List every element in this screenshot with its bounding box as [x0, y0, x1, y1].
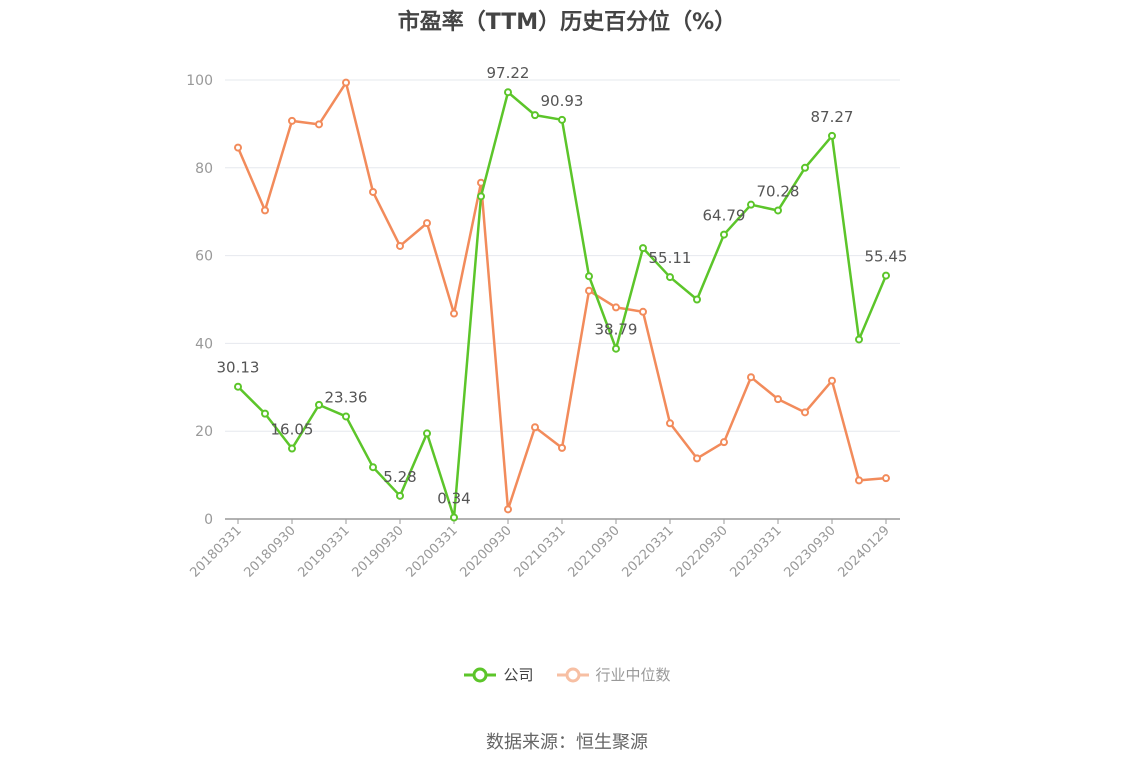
- data-point-company[interactable]: [450, 513, 458, 522]
- data-point-company[interactable]: [693, 295, 701, 304]
- x-tick-label: 20210331: [511, 523, 568, 580]
- x-tick-label: 20180930: [241, 523, 298, 580]
- x-tick-label: 20210930: [565, 523, 622, 580]
- data-point-industry[interactable]: [747, 373, 755, 382]
- chart-title: 市盈率（TTM）历史百分位（%）: [397, 10, 737, 35]
- data-point-industry[interactable]: [531, 423, 539, 432]
- data-label-company: 0.34: [437, 490, 470, 508]
- x-tick-label: 20190331: [295, 523, 352, 580]
- data-point-industry[interactable]: [585, 286, 593, 295]
- x-tick-label: 20200930: [457, 523, 514, 580]
- x-tick-label: 20220930: [673, 523, 730, 580]
- data-label-company: 70.28: [757, 182, 800, 200]
- legend-label-company: 公司: [503, 666, 534, 684]
- axis-layer: 0 20 40 60 80 100 2018033120180930201903312019…: [186, 73, 900, 581]
- data-label-company: 55.45: [865, 248, 908, 266]
- data-point-company[interactable]: [288, 444, 296, 453]
- data-point-company[interactable]: [234, 382, 242, 391]
- data-point-industry[interactable]: [315, 120, 323, 129]
- data-point-company[interactable]: [720, 230, 728, 239]
- y-tick-label: 80: [195, 161, 213, 177]
- data-label-company: 16.05: [271, 421, 314, 439]
- data-label-company: 55.11: [649, 249, 692, 267]
- data-point-company[interactable]: [504, 88, 512, 97]
- data-point-industry[interactable]: [234, 143, 242, 152]
- x-tick-label: 20240129: [835, 523, 892, 580]
- data-point-company[interactable]: [828, 131, 836, 140]
- data-label-company: 23.36: [325, 388, 368, 406]
- data-point-company[interactable]: [882, 271, 890, 280]
- data-point-industry[interactable]: [261, 206, 269, 215]
- data-point-industry[interactable]: [504, 505, 512, 514]
- data-label-company: 64.79: [703, 207, 746, 225]
- data-point-company[interactable]: [855, 335, 863, 344]
- data-point-industry[interactable]: [774, 395, 782, 404]
- data-point-company[interactable]: [774, 206, 782, 215]
- data-point-company[interactable]: [612, 344, 620, 353]
- data-point-industry[interactable]: [558, 443, 566, 452]
- y-tick-label: 0: [204, 512, 213, 528]
- data-point-industry[interactable]: [693, 454, 701, 463]
- x-tick-label: 20200331: [403, 523, 460, 580]
- data-point-industry[interactable]: [450, 309, 458, 318]
- data-point-company[interactable]: [666, 273, 674, 282]
- data-point-company[interactable]: [369, 463, 377, 472]
- legend-item-company[interactable]: 公司: [463, 664, 534, 685]
- data-label-company: 90.93: [541, 92, 584, 110]
- data-point-company[interactable]: [639, 244, 647, 253]
- data-point-industry[interactable]: [423, 219, 431, 228]
- data-point-company[interactable]: [342, 412, 350, 421]
- data-point-industry[interactable]: [882, 474, 890, 483]
- series-line-company: [237, 90, 888, 519]
- legend-company-line-icon: [464, 667, 497, 682]
- data-point-company[interactable]: [477, 192, 485, 201]
- x-tick-label: 20230930: [781, 523, 838, 580]
- data-point-company[interactable]: [396, 491, 404, 500]
- data-point-company[interactable]: [531, 111, 539, 120]
- y-tick-label: 60: [195, 249, 213, 265]
- data-point-industry[interactable]: [828, 376, 836, 385]
- data-point-industry[interactable]: [801, 408, 809, 417]
- x-tick-label: 20230331: [727, 523, 784, 580]
- data-label-company: 87.27: [811, 108, 854, 126]
- series-layer: [234, 78, 890, 522]
- data-point-industry[interactable]: [666, 419, 674, 428]
- data-point-company[interactable]: [585, 272, 593, 281]
- data-label-company: 97.22: [487, 64, 530, 82]
- legend-item-industry[interactable]: 行业中位数: [556, 664, 671, 685]
- source-note: 数据来源：恒生聚源: [486, 732, 648, 753]
- data-point-industry[interactable]: [288, 116, 296, 125]
- data-label-layer: 30.13 16.05 23.36 5.28 0.34 97.22 90.93 38.79 55…: [217, 64, 908, 507]
- data-point-industry[interactable]: [612, 303, 620, 312]
- data-point-company[interactable]: [747, 200, 755, 209]
- data-point-company[interactable]: [558, 115, 566, 124]
- legend-label-industry: 行业中位数: [595, 666, 671, 684]
- y-tick-label: 40: [195, 336, 213, 352]
- data-label-company: 30.13: [217, 359, 260, 377]
- data-point-industry[interactable]: [369, 187, 377, 196]
- x-tick-label: 20180331: [187, 523, 244, 580]
- legend: 公司 行业中位数: [0, 664, 1134, 685]
- data-point-industry[interactable]: [396, 241, 404, 250]
- data-point-company[interactable]: [423, 429, 431, 438]
- legend-industry-line-icon: [556, 667, 589, 682]
- data-label-company: 5.28: [383, 468, 416, 486]
- data-point-industry[interactable]: [639, 307, 647, 316]
- data-label-company: 38.79: [595, 321, 638, 339]
- data-point-company[interactable]: [801, 163, 809, 172]
- x-tick-label: 20190930: [349, 523, 406, 580]
- y-tick-label: 20: [195, 424, 213, 440]
- grid-layer: [225, 79, 900, 432]
- data-point-industry[interactable]: [342, 78, 350, 87]
- data-point-company[interactable]: [261, 409, 269, 418]
- y-tick-label: 100: [186, 73, 213, 89]
- data-point-industry[interactable]: [855, 476, 863, 485]
- data-point-company[interactable]: [315, 400, 323, 409]
- x-tick-label: 20220331: [619, 523, 676, 580]
- data-point-industry[interactable]: [720, 438, 728, 447]
